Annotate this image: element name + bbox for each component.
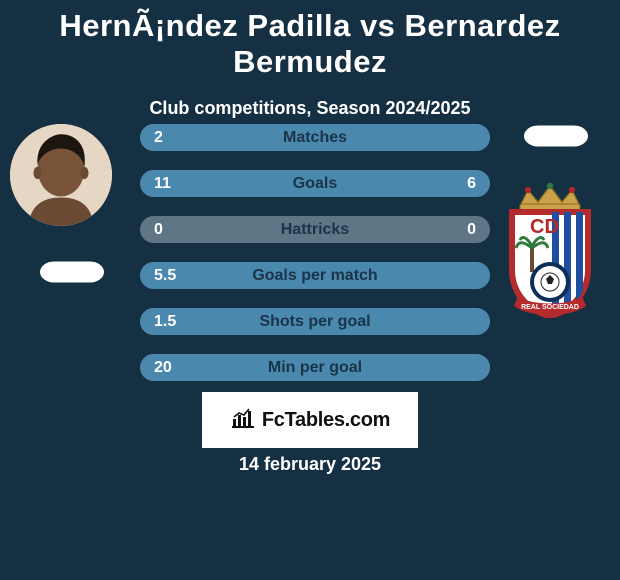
stat-label: Shots per goal [140, 308, 490, 335]
stat-row: Goals11 6 [140, 170, 490, 197]
stat-label: Goals [140, 170, 490, 197]
stat-value-left: 11 [154, 170, 171, 197]
svg-text:REAL SOCIEDAD: REAL SOCIEDAD [521, 304, 579, 311]
svg-text:CD: CD [530, 216, 559, 238]
player-right-flag [524, 126, 588, 147]
season-subtitle: Club competitions, Season 2024/2025 [0, 98, 620, 119]
stat-row: Shots per goal1.5 [140, 308, 490, 335]
stat-value-left: 20 [154, 354, 172, 381]
stat-label: Goals per match [140, 262, 490, 289]
player-left-avatar [10, 124, 112, 226]
stat-row: Matches2 [140, 124, 490, 151]
stat-value-left: 5.5 [154, 262, 176, 289]
comparison-bars: Matches2 Goals11 6 Hattricks0 0 Goals per mat… [140, 124, 490, 400]
stat-label: Min per goal [140, 354, 490, 381]
brand-box: FcTables.com [202, 392, 418, 448]
stat-value-right: 6 [467, 170, 476, 197]
stat-row: Goals per match5.5 [140, 262, 490, 289]
player-right-club-badge: CD REAL SOCIEDAD [500, 178, 600, 318]
stat-value-left: 1.5 [154, 308, 176, 335]
stat-row: Min per goal20 [140, 354, 490, 381]
stat-label: Hattricks [140, 216, 490, 243]
brand-chart-icon [230, 407, 256, 434]
date-label: 14 february 2025 [0, 454, 620, 475]
brand-label: FcTables.com [262, 409, 390, 432]
stat-value-left: 0 [154, 216, 163, 243]
stat-label: Matches [140, 124, 490, 151]
page-title: HernÃ¡ndez Padilla vs Bernardez Bermudez [0, 0, 620, 80]
comparison-card: HernÃ¡ndez Padilla vs Bernardez Bermudez… [0, 0, 620, 580]
player-left-flag [40, 262, 104, 283]
stat-value-right: 0 [467, 216, 476, 243]
stat-value-left: 2 [154, 124, 163, 151]
stat-row: Hattricks0 0 [140, 216, 490, 243]
